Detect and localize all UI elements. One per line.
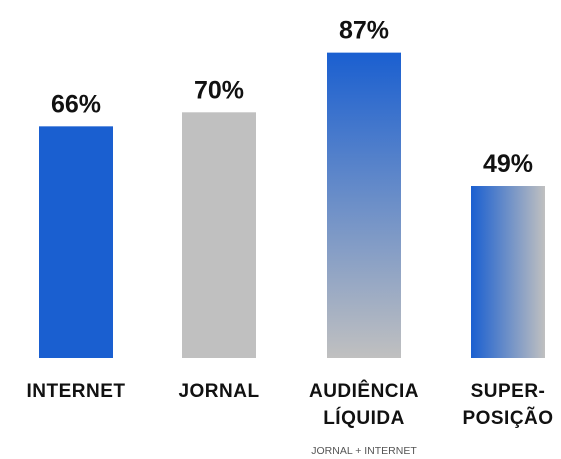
category-label-super-posi-o-line-2: POSIÇÃO xyxy=(462,407,553,429)
bar-super-posi-o xyxy=(471,186,545,358)
category-label-audi-ncia-l-quida-line-1: AUDIÊNCIA xyxy=(309,380,419,402)
value-label-audi-ncia-l-quida: 87% xyxy=(339,17,389,45)
value-label-super-posi-o: 49% xyxy=(483,150,533,178)
value-label-internet: 66% xyxy=(51,90,101,118)
category-label-internet: INTERNET xyxy=(27,381,126,402)
bar-internet xyxy=(39,126,113,358)
bar-jornal xyxy=(182,112,256,358)
category-label-jornal: JORNAL xyxy=(178,381,259,402)
value-label-jornal: 70% xyxy=(194,76,244,104)
note-audi-ncia-l-quida: JORNAL + INTERNET xyxy=(311,445,417,457)
category-label-audi-ncia-l-quida-line-2: LÍQUIDA xyxy=(323,407,405,429)
bar-audi-ncia-l-quida xyxy=(327,52,401,358)
category-label-super-posi-o-line-1: SUPER- xyxy=(471,381,546,402)
